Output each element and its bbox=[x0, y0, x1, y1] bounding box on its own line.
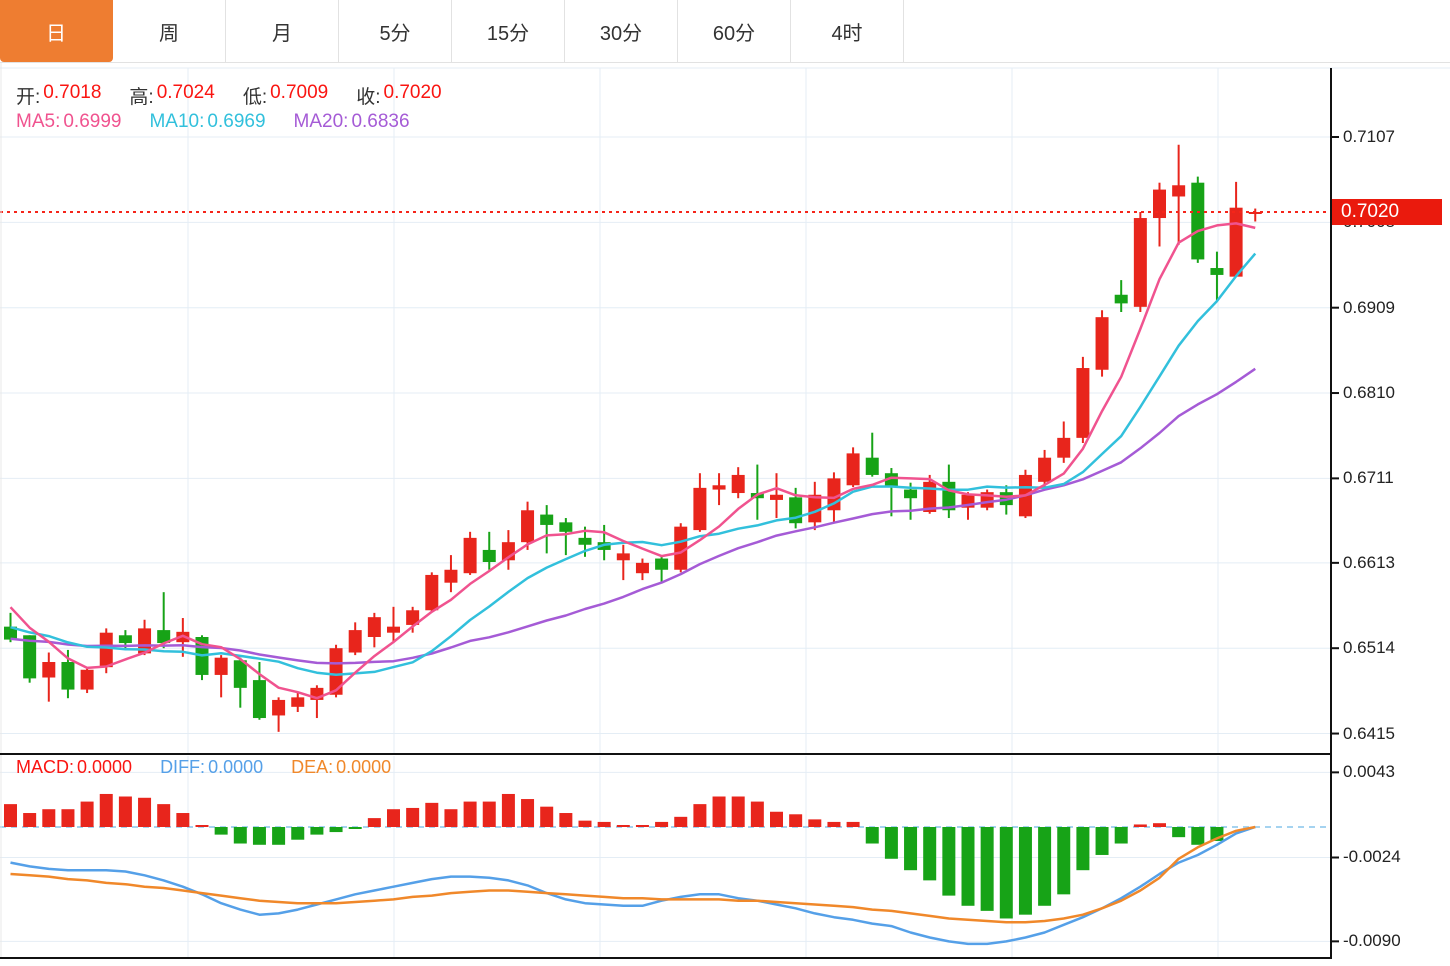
low-value: 0.7009 bbox=[270, 82, 329, 103]
y-axis-tick-label: 0.6909 bbox=[1343, 297, 1395, 317]
y-axis-tick-label: 0.6711 bbox=[1343, 468, 1394, 488]
high-value: 0.7024 bbox=[156, 82, 215, 103]
y-axis-tick-label: 0.6810 bbox=[1343, 383, 1395, 403]
y-axis-tick-label: 0.6415 bbox=[1343, 723, 1395, 743]
tab-15min[interactable]: 15分 bbox=[452, 0, 565, 62]
ohlc-readout: 开: 0.7018 高: 0.7024 低: 0.7009 收: 0.7020 bbox=[16, 82, 442, 109]
macd-value: 0.0000 bbox=[77, 757, 133, 777]
last-price-badge: 0.7020 bbox=[1332, 199, 1442, 225]
macd-readout: MACD: 0.0000 DIFF: 0.0000 DEA: 0.0000 bbox=[16, 757, 391, 778]
tab-5min[interactable]: 5分 bbox=[339, 0, 452, 62]
ma10-label: MA10: bbox=[149, 111, 205, 132]
y-axis-tick-label: 0.0043 bbox=[1343, 762, 1395, 782]
close-label: 收: bbox=[356, 87, 381, 108]
tab-week[interactable]: 周 bbox=[113, 0, 226, 62]
y-axis-tick-label: -0.0090 bbox=[1343, 931, 1401, 951]
ma5-label: MA5: bbox=[16, 111, 61, 132]
high-label: 高: bbox=[129, 87, 154, 108]
ma-readout: MA5: 0.6999 MA10: 0.6969 MA20: 0.6836 bbox=[16, 111, 410, 133]
open-label: 开: bbox=[16, 87, 41, 108]
dea-value: 0.0000 bbox=[336, 757, 392, 777]
low-label: 低: bbox=[242, 87, 268, 108]
timeframe-tabbar: 日 周 月 5分 15分 30分 60分 4时 bbox=[0, 0, 1450, 63]
tab-day[interactable]: 日 bbox=[0, 0, 113, 62]
diff-value: 0.0000 bbox=[208, 757, 264, 777]
y-axis-tick-label: -0.0024 bbox=[1343, 847, 1401, 867]
y-axis-tick-label: 0.6514 bbox=[1343, 638, 1395, 658]
diff-label: DIFF: bbox=[160, 757, 206, 777]
close-value: 0.7020 bbox=[383, 82, 442, 103]
dea-label: DEA: bbox=[291, 757, 334, 777]
tab-60min[interactable]: 60分 bbox=[678, 0, 791, 62]
macd-label: MACD: bbox=[16, 757, 74, 777]
tab-4hour[interactable]: 4时 bbox=[791, 0, 904, 62]
ma20-value: 0.6836 bbox=[351, 111, 410, 132]
tab-30min[interactable]: 30分 bbox=[565, 0, 678, 62]
y-axis-tick-label: 0.7107 bbox=[1343, 127, 1395, 146]
ma10-value: 0.6969 bbox=[207, 111, 266, 132]
tab-month[interactable]: 月 bbox=[226, 0, 339, 62]
open-value: 0.7018 bbox=[43, 82, 102, 103]
ma20-label: MA20: bbox=[293, 111, 349, 132]
ma5-value: 0.6999 bbox=[63, 111, 122, 132]
y-axis-tick-label: 0.6613 bbox=[1343, 552, 1395, 572]
